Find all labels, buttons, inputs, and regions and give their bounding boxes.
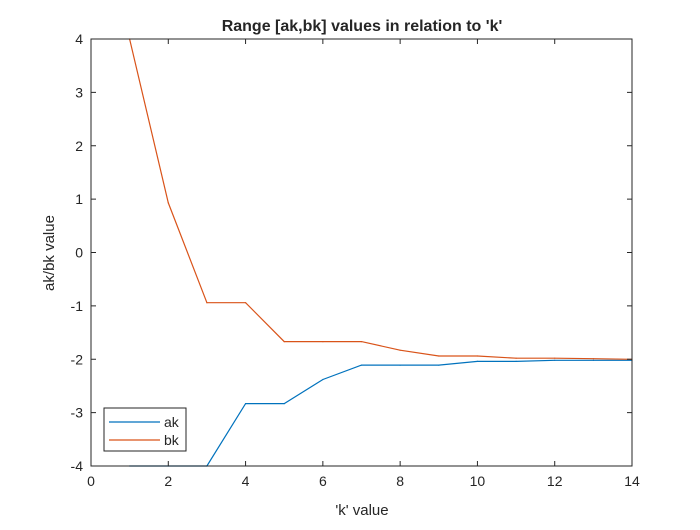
- y-tick-label: -1: [71, 298, 84, 314]
- data-point-ak: [554, 359, 556, 361]
- y-tick-label: -4: [71, 458, 84, 474]
- y-tick-label: 3: [75, 84, 83, 100]
- data-point-bk: [245, 302, 247, 304]
- data-point-ak: [515, 360, 517, 362]
- data-point-ak: [245, 403, 247, 405]
- x-tick-label: 2: [164, 473, 172, 489]
- data-point-bk: [438, 355, 440, 357]
- y-tick-label: -2: [71, 351, 84, 367]
- y-tick-label: 1: [75, 191, 83, 207]
- legend-label-ak: ak: [164, 414, 180, 430]
- legend-box: [103, 407, 187, 452]
- legend: ak bk: [103, 407, 187, 452]
- series-line-ak: [129, 359, 632, 467]
- legend-label-bk: bk: [164, 432, 180, 448]
- data-point-bk: [554, 357, 556, 359]
- y-tick-label: -3: [71, 405, 84, 421]
- data-point-ak: [360, 364, 363, 366]
- data-point-bk: [206, 302, 208, 304]
- y-tick-label: 0: [75, 245, 83, 261]
- data-point-bk: [167, 202, 169, 204]
- x-tick-label: 10: [470, 473, 486, 489]
- x-tick-label: 12: [547, 473, 563, 489]
- y-axis-label: ak/bk value: [41, 215, 58, 291]
- data-point-ak: [283, 403, 285, 405]
- data-point-bk: [322, 341, 324, 343]
- y-tick-label: 4: [75, 31, 83, 47]
- data-point-ak: [438, 364, 440, 366]
- x-tick-label: 6: [319, 473, 327, 489]
- x-tick-label: 14: [624, 473, 640, 489]
- data-point-bk: [399, 349, 401, 351]
- x-tick-label: 0: [87, 473, 95, 489]
- data-point-ak: [476, 360, 478, 362]
- data-point-bk: [283, 341, 285, 343]
- plot-area-frame: [90, 38, 633, 467]
- x-axis-label: 'k' value: [335, 502, 388, 519]
- data-point-ak: [592, 359, 595, 361]
- series-layer: [129, 38, 633, 467]
- x-tick-label: 4: [242, 473, 250, 489]
- chart-title: Range [ak,bk] values in relation to 'k': [222, 18, 503, 35]
- data-point-bk: [592, 358, 595, 360]
- data-point-bk: [360, 341, 363, 343]
- data-point-ak: [322, 378, 324, 381]
- y-tick-label: 2: [75, 138, 83, 154]
- data-point-bk: [515, 357, 517, 359]
- data-point-bk: [476, 355, 478, 357]
- x-tick-label: 8: [396, 473, 404, 489]
- series-line-bk: [129, 38, 633, 360]
- data-point-ak: [399, 364, 401, 366]
